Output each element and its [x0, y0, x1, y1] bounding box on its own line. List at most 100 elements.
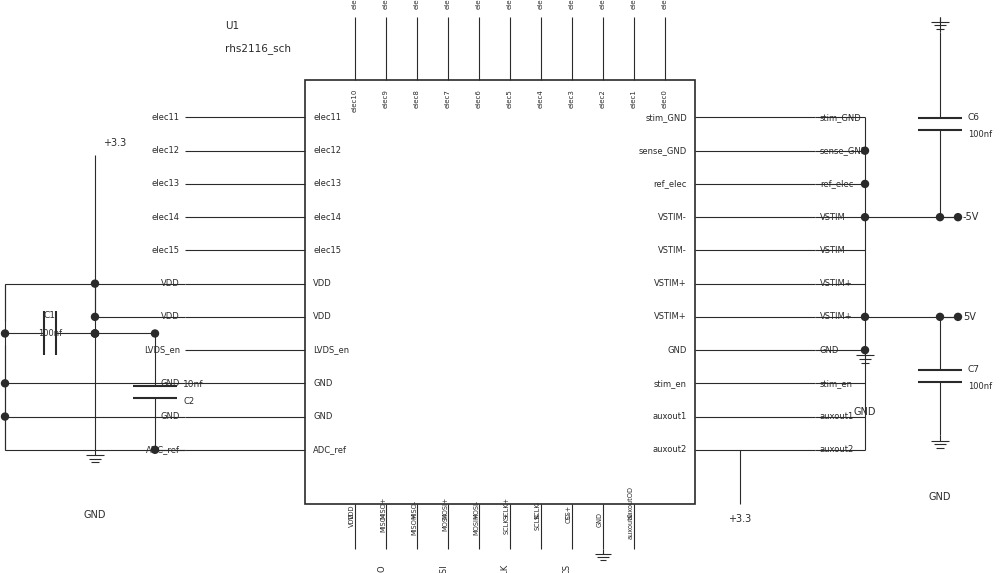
Text: SCLK-: SCLK- [535, 512, 541, 531]
Text: VSTIM-: VSTIM- [820, 246, 849, 255]
Text: rhs2116_sch: rhs2116_sch [225, 43, 291, 54]
Text: C6: C6 [968, 113, 980, 122]
Circle shape [862, 347, 868, 354]
Circle shape [954, 313, 962, 320]
Text: elec5: elec5 [507, 89, 513, 108]
Text: VSTIM-: VSTIM- [820, 213, 849, 222]
Circle shape [92, 313, 98, 320]
Text: ADC_ref: ADC_ref [146, 445, 180, 454]
Text: VSTIM+: VSTIM+ [820, 279, 853, 288]
Text: GND: GND [854, 407, 876, 417]
Text: elec12: elec12 [152, 146, 180, 155]
Text: MOSI+: MOSI+ [442, 497, 448, 519]
Text: -5V: -5V [963, 212, 979, 222]
Text: CS-: CS- [566, 512, 572, 523]
Text: MOSI-: MOSI- [473, 500, 479, 519]
Text: GND: GND [84, 510, 106, 520]
Text: +3.3: +3.3 [728, 514, 752, 524]
Text: U1: U1 [225, 21, 239, 31]
Text: ADC_ref: ADC_ref [313, 445, 347, 454]
Text: elec9: elec9 [383, 0, 389, 9]
Text: VSTIM+: VSTIM+ [820, 312, 853, 321]
Text: VSTIM-: VSTIM- [658, 213, 687, 222]
Text: MISO-: MISO- [411, 500, 417, 519]
Text: VSTIM-: VSTIM- [658, 246, 687, 255]
Text: auxout2: auxout2 [653, 445, 687, 454]
Text: elec10: elec10 [352, 0, 358, 9]
Text: VDD: VDD [313, 312, 332, 321]
Circle shape [92, 330, 98, 337]
Text: VDD: VDD [161, 279, 180, 288]
Text: C2: C2 [183, 397, 194, 406]
Text: sense_GND: sense_GND [820, 146, 868, 155]
Text: 10nf: 10nf [183, 380, 204, 389]
Text: elec1: elec1 [631, 0, 637, 9]
Text: elec2: elec2 [600, 89, 606, 108]
Text: elec5: elec5 [507, 0, 513, 9]
Text: elec4: elec4 [538, 0, 544, 9]
Circle shape [92, 330, 98, 337]
Text: 100nf: 100nf [38, 329, 62, 338]
Text: GND: GND [161, 412, 180, 421]
Text: ref_elec: ref_elec [654, 179, 687, 189]
Text: SCLK+: SCLK+ [504, 512, 510, 535]
Text: elec0: elec0 [662, 0, 668, 9]
Text: SCLK: SCLK [501, 564, 510, 573]
Circle shape [862, 214, 868, 221]
Circle shape [152, 330, 158, 337]
Text: elec14: elec14 [152, 213, 180, 222]
Text: 5V: 5V [963, 312, 976, 322]
Text: MOSI+: MOSI+ [473, 512, 479, 535]
Text: MISO-: MISO- [380, 512, 386, 532]
Text: auxout0: auxout0 [628, 512, 634, 539]
Text: GND: GND [161, 379, 180, 388]
Text: elec9: elec9 [383, 89, 389, 108]
Text: GND: GND [313, 379, 332, 388]
Circle shape [936, 214, 943, 221]
Text: GND: GND [668, 346, 687, 355]
Text: elec15: elec15 [313, 246, 341, 255]
Text: MOSI: MOSI [439, 564, 448, 573]
Circle shape [954, 214, 962, 221]
Text: elec14: elec14 [313, 213, 341, 222]
Text: elec8: elec8 [414, 0, 420, 9]
Text: elec3: elec3 [569, 89, 575, 108]
Circle shape [152, 446, 158, 453]
Text: MISO+: MISO+ [411, 512, 417, 535]
Text: auxout2: auxout2 [820, 445, 854, 454]
Text: GND: GND [820, 346, 839, 355]
Circle shape [1, 413, 8, 420]
Text: 100nf: 100nf [968, 382, 992, 391]
Text: 100nf: 100nf [968, 130, 992, 139]
Text: VDD: VDD [349, 512, 355, 527]
Text: LVDS_en: LVDS_en [313, 346, 349, 355]
Text: VSTIM+: VSTIM+ [654, 312, 687, 321]
Text: elec11: elec11 [313, 113, 341, 122]
Text: elec1: elec1 [631, 89, 637, 108]
Text: elec0: elec0 [662, 89, 668, 108]
Circle shape [862, 180, 868, 187]
Text: VSTIM+: VSTIM+ [654, 279, 687, 288]
Text: stim_en: stim_en [820, 379, 853, 388]
Text: elec8: elec8 [414, 89, 420, 108]
Bar [305, 80, 695, 504]
Circle shape [862, 313, 868, 320]
Text: elec12: elec12 [313, 146, 341, 155]
Text: sense_GND: sense_GND [639, 146, 687, 155]
Text: MISO+: MISO+ [380, 497, 386, 519]
Text: C7: C7 [968, 364, 980, 374]
Text: CS: CS [563, 564, 572, 573]
Text: LVDS_en: LVDS_en [144, 346, 180, 355]
Text: elec15: elec15 [152, 246, 180, 255]
Text: GND: GND [597, 512, 603, 527]
Text: elec13: elec13 [152, 179, 180, 189]
Text: elec13: elec13 [313, 179, 341, 189]
Text: elec7: elec7 [445, 0, 451, 9]
Circle shape [1, 330, 8, 337]
Circle shape [92, 330, 98, 337]
Text: elec3: elec3 [569, 0, 575, 9]
Text: auxoutOD: auxoutOD [628, 486, 634, 519]
Text: elec10: elec10 [352, 89, 358, 112]
Text: elec6: elec6 [476, 89, 482, 108]
Text: elec11: elec11 [152, 113, 180, 122]
